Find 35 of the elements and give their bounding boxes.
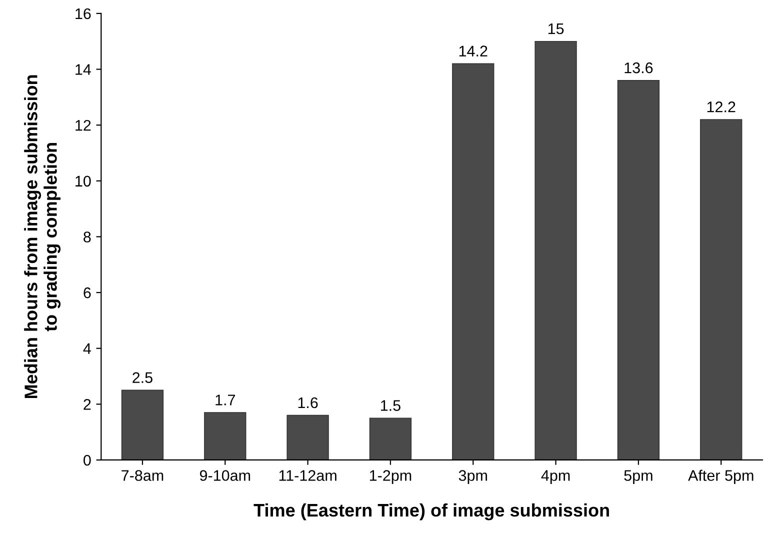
x-tick-label: 3pm (458, 470, 487, 484)
data-label: 2.5 (132, 372, 152, 384)
bar (700, 119, 742, 460)
data-label: 13.6 (624, 62, 653, 74)
x-tick-label: 5pm (624, 470, 652, 484)
bar (121, 390, 164, 460)
data-label: 1.7 (216, 394, 235, 406)
data-label: 1.5 (381, 400, 400, 411)
y-tick-label: 16 (76, 8, 91, 20)
data-label: 12.2 (707, 102, 736, 112)
bar (204, 412, 246, 460)
x-tick-label: 1-2pm (370, 470, 412, 484)
y-tick-label: 12 (76, 120, 91, 131)
y-axis-title: Median hours from image submission to grading completion (24, 75, 61, 398)
y-tick-label: 6 (84, 287, 91, 298)
x-tick-label: 7-8am (122, 470, 164, 481)
y-tick-label: 0 (84, 454, 91, 466)
y-tick-label: 4 (83, 343, 91, 354)
y-tick-label: 14 (76, 64, 91, 75)
y-tick-label: 2 (84, 399, 91, 410)
y-tick-label: 10 (76, 176, 91, 187)
bar (534, 40, 577, 460)
bar (452, 63, 494, 460)
x-tick-label: 9-10am (200, 470, 250, 481)
data-label: 1.6 (298, 397, 318, 408)
x-tick-label: 4pm (541, 470, 570, 484)
bar (369, 418, 412, 460)
x-axis-title: Time (Eastern Time) of image submission (254, 503, 609, 520)
x-tick-label: 11-12am (279, 470, 336, 481)
bar (286, 414, 329, 460)
bar (617, 80, 660, 460)
data-label: 14.2 (459, 46, 488, 56)
y-tick-label: 8 (84, 232, 91, 242)
x-tick-label: After 5pm (688, 470, 754, 484)
data-label: 15 (548, 24, 564, 34)
